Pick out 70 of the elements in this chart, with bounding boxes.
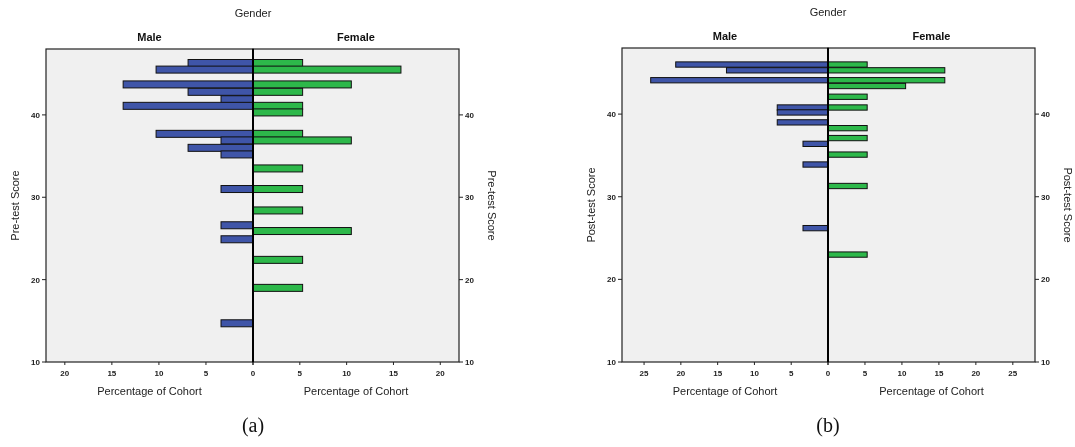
- x-axis-title: Percentage of Cohort: [879, 385, 984, 397]
- chart-title: Male: [712, 30, 738, 42]
- y-tick-label: 10: [1041, 358, 1051, 367]
- text: (b): [816, 414, 840, 437]
- text: Gender: [809, 6, 847, 18]
- x-tick-label: 15: [934, 369, 944, 378]
- text: Gender: [234, 7, 272, 19]
- x-tick-label: 15: [107, 369, 117, 378]
- y-axis-title: Pre-test Score: [9, 170, 21, 241]
- x-tick-label: 5: [862, 369, 868, 378]
- y-tick-label: 40: [607, 110, 617, 120]
- y-tick-label: 40: [31, 110, 41, 120]
- y-tick-label: 10: [31, 358, 41, 367]
- x-tick-label: 25: [639, 369, 650, 378]
- x-tick-label: 20: [971, 369, 981, 378]
- bar: [802, 140, 829, 147]
- x-tick-label: 0: [250, 369, 256, 378]
- bar: [252, 164, 304, 173]
- chart-title: Female: [912, 30, 951, 42]
- text: (a): [241, 414, 265, 437]
- bar: [802, 161, 829, 168]
- bar: [252, 227, 352, 236]
- bar: [827, 93, 868, 100]
- y-axis-title: Post-test Score: [1062, 167, 1074, 243]
- y-tick-label: 40: [465, 110, 475, 120]
- x-tick-label: 20: [435, 369, 446, 378]
- x-tick-label: 5: [203, 369, 209, 378]
- x-tick-label: 15: [713, 369, 723, 378]
- y-tick-label: 30: [1041, 192, 1051, 202]
- chart-title: Male: [137, 31, 162, 43]
- x-tick-label: 10: [749, 369, 760, 378]
- y-tick-label: 10: [607, 358, 617, 367]
- y-tick-label: 20: [465, 275, 475, 285]
- y-axis-title: Post-test Score: [585, 167, 597, 243]
- y-tick-label: 30: [465, 193, 475, 203]
- chart-title: Female: [337, 31, 375, 43]
- bar: [776, 119, 829, 126]
- bar: [252, 206, 304, 215]
- x-tick-label: 20: [60, 369, 70, 378]
- bar: [252, 255, 304, 264]
- y-tick-label: 20: [1041, 275, 1051, 285]
- bar: [802, 224, 829, 232]
- y-tick-label: 40: [1041, 110, 1051, 120]
- x-tick-label: 10: [154, 369, 164, 378]
- x-tick-label: 5: [788, 369, 794, 378]
- y-tick-label: 30: [31, 193, 41, 203]
- x-axis-title: Percentage of Cohort: [672, 385, 778, 397]
- y-tick-label: 10: [465, 358, 475, 367]
- bar: [827, 151, 868, 158]
- bar: [220, 221, 254, 230]
- x-tick-label: 20: [676, 369, 686, 378]
- bar: [252, 283, 304, 292]
- y-tick-label: 30: [607, 192, 617, 202]
- x-tick-label: 25: [1008, 369, 1018, 378]
- bar: [827, 182, 868, 190]
- x-axis-title: Percentage of Cohort: [303, 385, 409, 397]
- bar: [827, 125, 868, 132]
- bar: [220, 319, 254, 328]
- x-axis-title: Percentage of Cohort: [97, 385, 202, 397]
- bar: [827, 251, 868, 258]
- x-tick-label: 0: [825, 369, 831, 378]
- bar: [220, 235, 254, 244]
- x-tick-label: 10: [342, 369, 352, 378]
- x-tick-label: 5: [297, 369, 303, 378]
- y-tick-label: 20: [31, 275, 41, 285]
- x-tick-label: 15: [389, 369, 399, 378]
- y-tick-label: 20: [607, 275, 617, 285]
- y-axis-title: Pre-test Score: [486, 170, 498, 241]
- bar: [827, 134, 868, 142]
- x-tick-label: 10: [897, 369, 907, 378]
